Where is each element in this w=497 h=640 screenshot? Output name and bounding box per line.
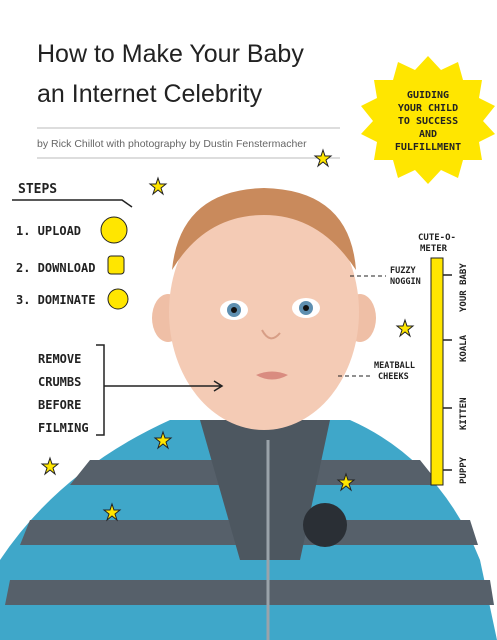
steps-heading: STEPS	[18, 182, 57, 197]
icon	[107, 288, 129, 310]
meter-level: PUPPY	[459, 456, 469, 484]
callout: FUZZY	[390, 266, 416, 276]
note: REMOVE	[38, 352, 81, 366]
baby-photo	[0, 188, 497, 640]
callout: MEATBALL	[374, 361, 415, 371]
meter-bar	[430, 257, 444, 486]
step: 3. DOMINATE	[16, 293, 95, 307]
callout: CHEEKS	[378, 372, 409, 382]
icon	[107, 255, 125, 275]
meter-title: METER	[420, 244, 448, 254]
badge-text: AND	[419, 129, 437, 140]
title-line: an Internet Celebrity	[37, 80, 263, 108]
note: FILMING	[38, 421, 89, 435]
title-line: How to Make Your Baby	[37, 40, 304, 68]
meter-level: YOUR BABY	[459, 263, 469, 312]
badge-text: FULFILLMENT	[395, 142, 461, 153]
meter-title: CUTE-O-	[418, 233, 456, 243]
badge-text: YOUR CHILD	[398, 103, 458, 114]
stars	[40, 148, 415, 522]
badge-text: GUIDING	[407, 90, 449, 101]
underline	[12, 199, 133, 208]
note: CRUMBS	[38, 375, 81, 389]
step: 2. DOWNLOAD	[16, 261, 95, 275]
badge-text: TO SUCCESS	[398, 116, 458, 127]
step: 1. UPLOAD	[16, 224, 81, 238]
meter-level: KOALA	[459, 334, 469, 362]
meter-ticks	[443, 274, 452, 471]
byline: by Rick Chillot with photography by Dust…	[37, 138, 307, 150]
meter-level: KITTEN	[459, 397, 469, 430]
callout: NOGGIN	[390, 277, 421, 287]
badge: GUIDING YOUR CHILD TO SUCCESS AND FULFIL…	[361, 56, 495, 184]
note: BEFORE	[38, 398, 81, 412]
icon	[100, 216, 128, 244]
arrow	[96, 344, 224, 436]
